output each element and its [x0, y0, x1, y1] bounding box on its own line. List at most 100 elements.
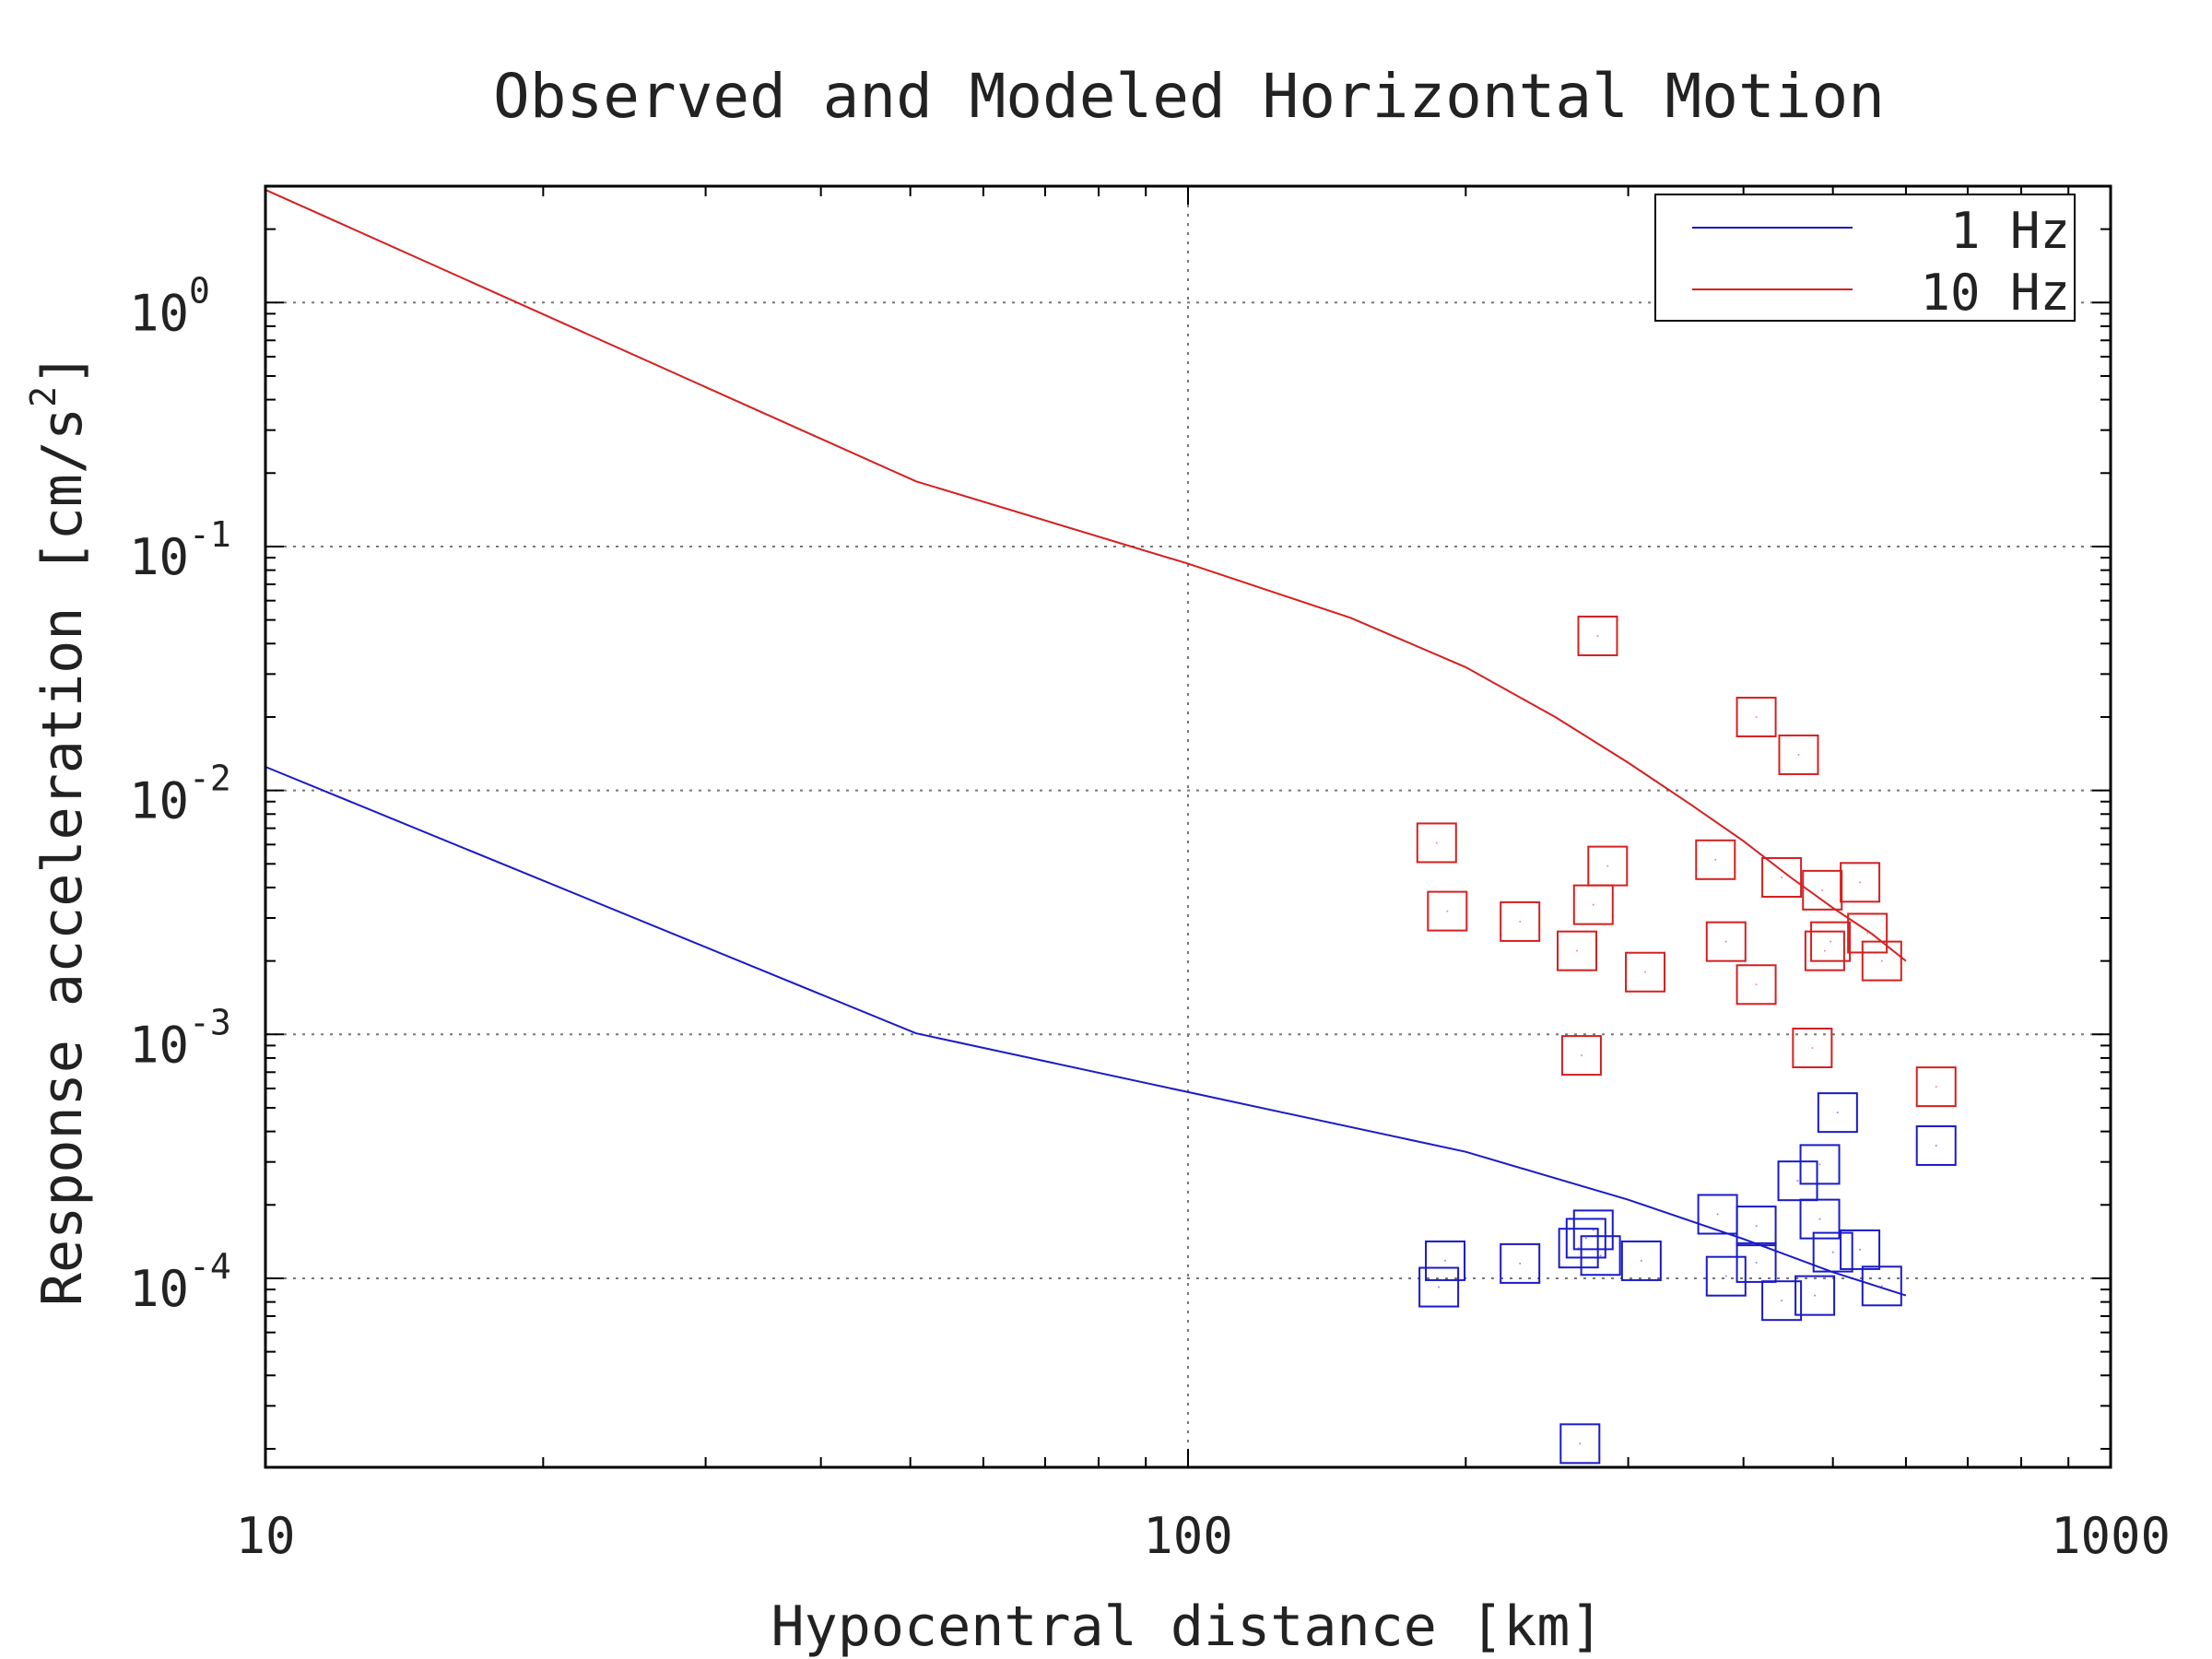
data-point-dot: [1818, 1163, 1821, 1166]
data-point-dot: [1724, 1275, 1727, 1277]
data-point-marker: [1778, 734, 1819, 775]
data-point-marker: [1810, 921, 1852, 962]
data-point-marker: [1500, 900, 1541, 942]
data-point-dot: [1755, 983, 1758, 986]
data-point-marker: [1587, 845, 1629, 887]
y-axis-label-main: Response acceleration [cm/s: [30, 407, 95, 1306]
data-point-dot: [1797, 753, 1800, 756]
data-point-marker: [1794, 1275, 1836, 1316]
data-point-dot: [1866, 932, 1869, 935]
data-point-dot: [1444, 1259, 1447, 1262]
data-point-marker: [1802, 869, 1843, 911]
data-point-marker: [1861, 940, 1902, 982]
y-axis-label: Response acceleration [cm/s2]: [23, 353, 95, 1306]
data-point-marker: [1915, 1124, 1957, 1166]
data-point-dot: [1584, 1237, 1587, 1240]
data-point-marker: [1761, 856, 1803, 898]
data-point-marker: [1625, 951, 1666, 993]
data-point-dot: [1640, 1259, 1642, 1262]
data-point-dot: [1823, 949, 1826, 952]
data-point-marker: [1735, 1206, 1777, 1247]
data-point-marker: [1735, 696, 1777, 737]
data-point-dot: [1644, 971, 1647, 973]
grid: [265, 186, 2111, 1467]
y-tick-label-exponent: -1: [189, 514, 231, 555]
data-point-dot: [1576, 949, 1579, 952]
x-tick-label: 1000: [2051, 1507, 2171, 1565]
data-point-dot: [1935, 1144, 1937, 1147]
y-axis-label-tail: ]: [30, 353, 95, 386]
data-point-marker: [1777, 1160, 1818, 1202]
data-point-dot: [1859, 881, 1862, 884]
y-tick-label-exponent: -2: [189, 759, 231, 799]
data-point-dot: [1859, 1248, 1862, 1251]
data-point-dot: [1606, 865, 1609, 867]
data-point-dot: [1781, 1300, 1783, 1302]
data-point-marker: [1847, 912, 1888, 954]
y-tick-label-base: 10: [129, 1260, 189, 1318]
data-point-dot: [1435, 841, 1438, 844]
data-point-dot: [1755, 1261, 1758, 1264]
data-point-marker: [1735, 964, 1777, 1006]
y-tick-label-base: 10: [129, 284, 189, 342]
data-point-dot: [1880, 959, 1883, 962]
legend-label-1hz: 1 Hz: [1950, 202, 2070, 260]
data-point-marker: [1560, 1035, 1602, 1077]
y-tick-label-exponent: -3: [189, 1002, 231, 1042]
data-point-marker: [1557, 930, 1598, 971]
x-axis-label: Hypocentral distance [km]: [771, 1594, 1603, 1659]
data-point-dot: [1519, 1262, 1522, 1265]
data-point-marker: [1695, 839, 1736, 880]
data-point-dot: [1716, 1213, 1719, 1216]
data-point-dot: [1836, 1112, 1839, 1114]
data-point-marker: [1559, 1423, 1601, 1465]
y-tick-label-base: 10: [129, 772, 189, 830]
data-point-marker: [1705, 1255, 1747, 1297]
data-point-marker: [1861, 1265, 1902, 1307]
data-point-marker: [1792, 1027, 1833, 1068]
x-tick-label: 10: [235, 1507, 295, 1565]
data-point-marker: [1915, 1066, 1957, 1108]
data-point-dot: [1755, 1225, 1758, 1228]
data-point-marker: [1580, 1235, 1621, 1277]
y-axis-label-exponent: 2: [23, 386, 64, 407]
y-tick-label: 10-1: [129, 514, 231, 586]
data-point-marker: [1500, 1242, 1541, 1284]
data-point-dot: [1935, 1086, 1937, 1088]
data-point-marker: [1817, 1092, 1858, 1134]
data-point-dot: [1592, 903, 1594, 906]
y-tick-label-base: 10: [129, 528, 189, 586]
data-point-marker: [1558, 1228, 1599, 1269]
data-point-marker: [1425, 1240, 1466, 1281]
series-line-0: [265, 766, 1907, 1297]
data-point-marker: [1427, 890, 1468, 932]
data-point-marker: [1812, 1231, 1853, 1273]
data-point-dot: [1724, 940, 1727, 943]
data-point-marker: [1840, 862, 1881, 903]
legend-label-10hz: 10 Hz: [1920, 264, 2070, 322]
y-tick-label-exponent: 0: [189, 270, 210, 311]
y-tick-label-exponent: -4: [189, 1246, 231, 1287]
chart-title: Observed and Modeled Horizontal Motion: [493, 61, 1885, 132]
data-point-dot: [1814, 1294, 1817, 1297]
data-point-dot: [1580, 1054, 1583, 1057]
x-tick-labels: 10 100 1000: [235, 1507, 2171, 1565]
data-point-dot: [1781, 876, 1783, 878]
data-point-marker: [1418, 1266, 1460, 1308]
data-point-marker: [1577, 615, 1618, 656]
x-tick-label: 100: [1143, 1507, 1233, 1565]
data-point-dot: [1830, 940, 1832, 943]
data-point-marker: [1705, 921, 1747, 962]
data-point-marker: [1416, 822, 1457, 864]
data-point-dot: [1579, 1442, 1582, 1445]
data-point-dot: [1599, 1254, 1602, 1257]
data-point-dot: [1755, 715, 1758, 718]
data-point-dot: [1592, 1229, 1594, 1231]
series-line-1: [265, 188, 1907, 962]
data-point-dot: [1438, 1286, 1441, 1288]
data-point-marker: [1620, 1240, 1662, 1281]
data-point-marker: [1761, 1280, 1803, 1322]
data-point-dot: [1880, 1285, 1883, 1288]
